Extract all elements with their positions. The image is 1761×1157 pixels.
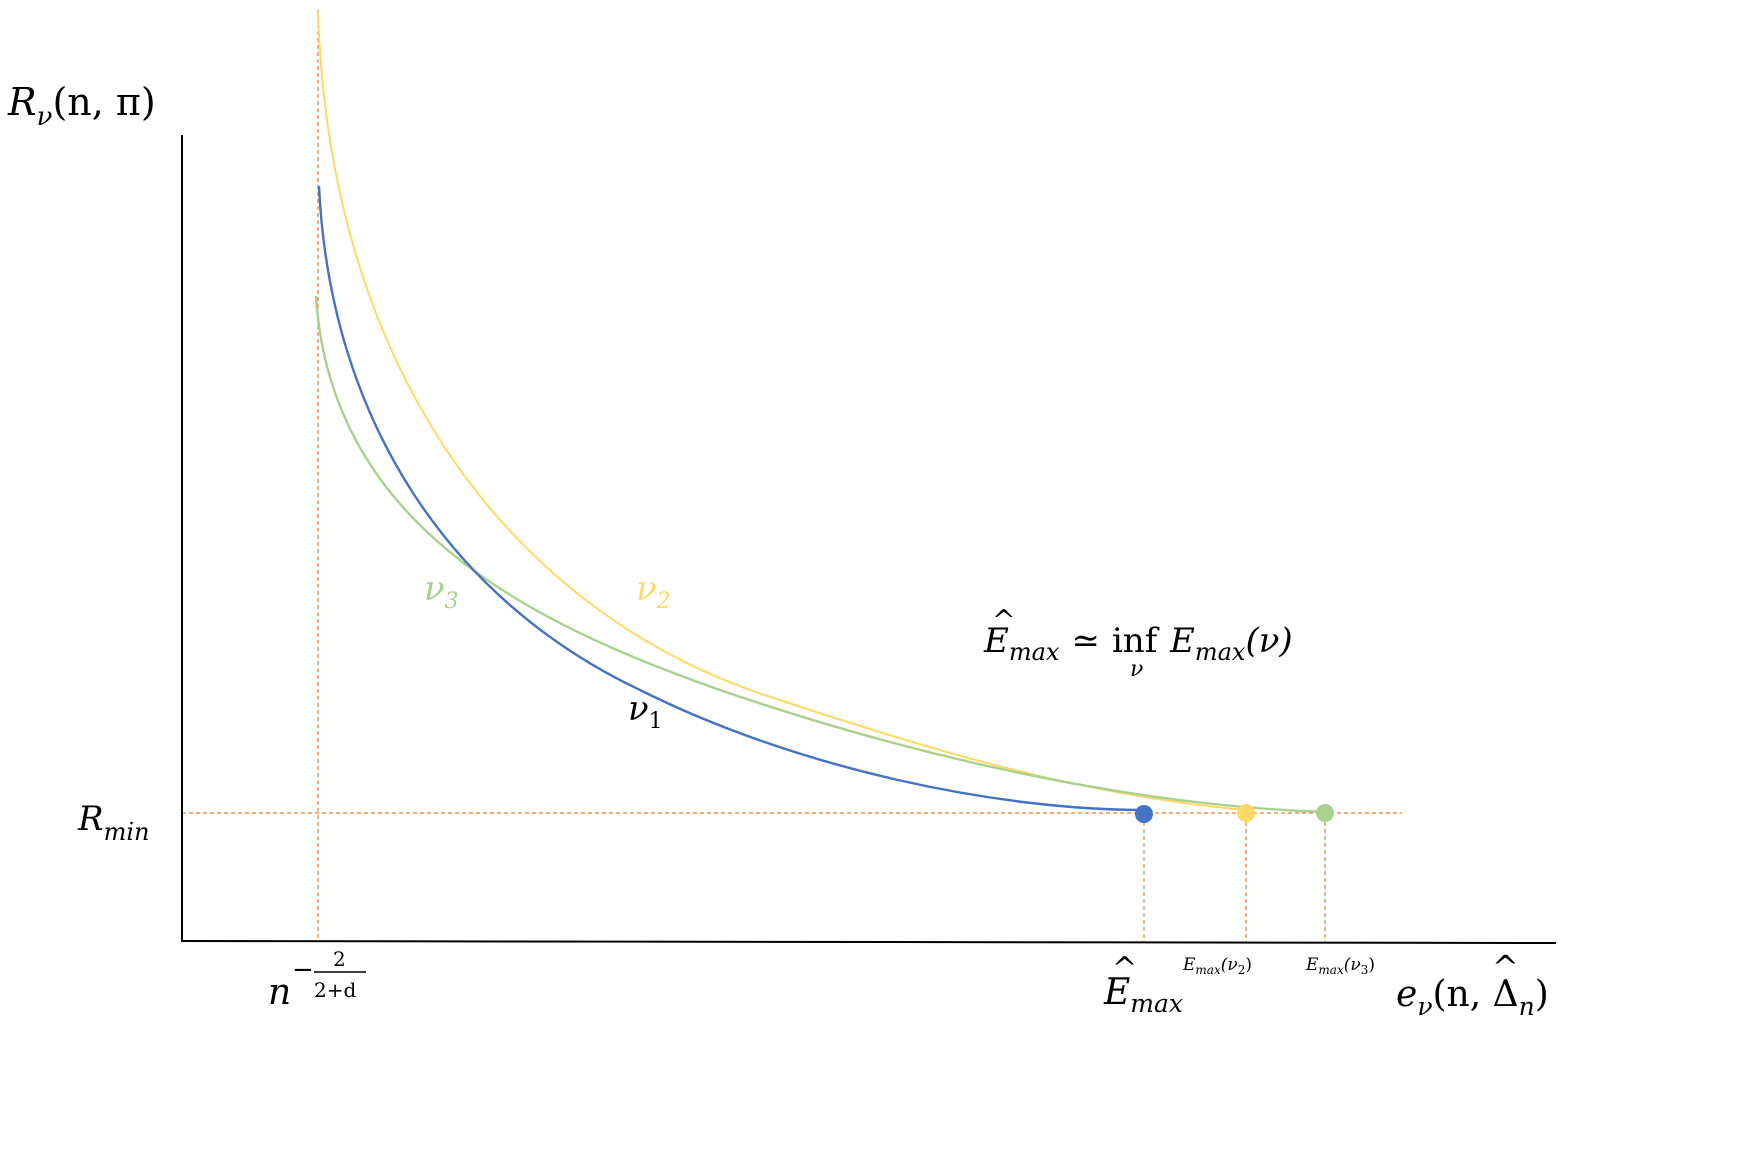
curve-nu1 [317,185,1145,812]
diagram-canvas: Rν(n, π) Rmin n − 2 2+d ^ Emax Emax(ν2) … [7,10,1557,1021]
emax-nu2-label: Emax(ν2) [1182,955,1252,977]
svg-text:Emax(ν): Emax(ν) [1169,621,1293,666]
axes [180,135,1557,944]
svg-text:2: 2 [333,947,346,971]
emax-nu3-label: Emax(ν3) [1305,955,1375,977]
curve-nu2 [317,11,1246,811]
curve-label-nu1: ν1 [628,689,663,734]
svg-text:^: ^ [1492,948,1519,986]
svg-text:n: n [268,972,291,1013]
svg-text:ν: ν [1130,657,1143,682]
point-emax-nu3 [1316,804,1334,822]
svg-text:−: − [292,955,314,985]
point-emax-nu2 [1237,804,1255,822]
svg-text:Emax(ν2): Emax(ν2) [1182,955,1252,977]
svg-text:ν3: ν3 [424,569,459,614]
guide-lines [182,10,1402,942]
equation: ^ Emax ≃ inf ν Emax(ν) [983,604,1293,682]
curve-label-nu3: ν3 [424,569,459,614]
svg-text:Rmin: Rmin [77,799,150,846]
emax-hat-label: ^ Emax [1103,951,1183,1018]
x-axis-label: eν(n, Δn) ^ [1396,948,1549,1021]
svg-text:2+d: 2+d [314,978,356,1002]
svg-text:^: ^ [992,604,1015,637]
diagram-svg: Rν(n, π) Rmin n − 2 2+d ^ Emax Emax(ν2) … [7,10,1557,1021]
svg-text:Emax≃inf: Emax ≃ inf [983,621,1160,666]
svg-text:Emax: Emax [1103,972,1183,1018]
y-axis-label: Rν(n, π) [7,80,156,132]
svg-text:ν1: ν1 [628,689,663,734]
n-threshold-label: n − 2 2+d [268,947,366,1013]
curve-nu3 [314,295,1326,814]
point-emax-hat [1135,805,1153,823]
svg-text:Emax(ν3): Emax(ν3) [1305,955,1375,977]
svg-text:Rν(n, π): Rν(n, π) [7,80,156,132]
svg-text:ν2: ν2 [636,569,671,614]
svg-text:eν(n, Δn): eν(n, Δn) [1396,974,1549,1021]
curve-label-nu2: ν2 [636,569,671,614]
svg-text:^: ^ [1112,951,1137,986]
x-axis [180,940,1557,944]
rmin-label: Rmin [77,799,150,846]
